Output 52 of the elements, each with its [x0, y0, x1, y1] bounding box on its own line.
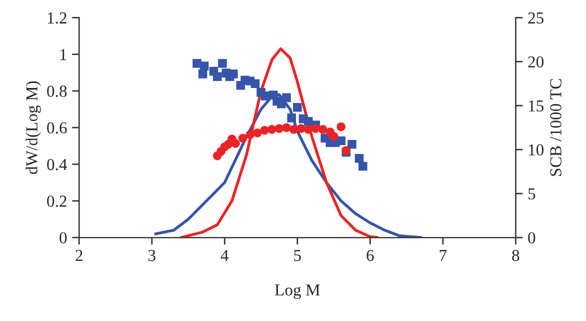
y2-tick-label: 15: [528, 100, 544, 112]
point: [212, 72, 222, 81]
point: [246, 130, 254, 140]
point: [329, 132, 338, 141]
point: [260, 126, 270, 135]
y2-tick-label: 20: [528, 56, 544, 68]
y-tick-label: 0: [60, 232, 67, 244]
y-tick-label: 1: [60, 49, 66, 60]
point: [260, 92, 270, 100]
y-tick-label: 1.2: [48, 12, 66, 24]
point: [252, 128, 262, 138]
x-tick-label: 7: [440, 250, 447, 261]
point: [218, 59, 227, 68]
point: [250, 79, 260, 88]
point: [354, 154, 364, 163]
point: [289, 124, 298, 134]
y-tick-label: 0.4: [47, 158, 68, 170]
point: [231, 139, 240, 148]
y-axis-title: dW/d(Log M): [26, 81, 41, 174]
point: [198, 70, 208, 78]
x-tick-label: 5: [294, 250, 301, 262]
point: [336, 122, 346, 132]
point: [282, 123, 291, 132]
point: [311, 124, 320, 133]
y-tick-label: 0.2: [47, 196, 66, 207]
y2-tick-label: 0: [528, 232, 536, 244]
x-tick-label: 4: [220, 250, 229, 261]
point: [348, 140, 356, 149]
point: [282, 93, 291, 102]
point: [268, 124, 276, 134]
point: [287, 114, 296, 122]
point: [293, 102, 302, 112]
y2-axis-title: SCB /1000 TC: [550, 79, 562, 176]
point: [358, 162, 368, 171]
y2-tick-label: 5: [528, 188, 536, 200]
point: [336, 136, 346, 146]
point: [238, 134, 248, 143]
point: [274, 124, 284, 133]
y2-tick-label: 10: [528, 144, 544, 156]
y-tick-label: 0.8: [47, 86, 67, 97]
x-tick-label: 8: [512, 250, 520, 262]
point: [296, 124, 306, 133]
x-tick-label: 2: [76, 250, 82, 261]
x-axis-title: Log M: [274, 284, 320, 300]
point: [200, 62, 209, 70]
y2-tick-label: 25: [528, 12, 544, 24]
point: [318, 124, 328, 134]
x-tick-label: 6: [366, 250, 374, 262]
line-series: [180, 47, 379, 238]
y-tick-label: 0.6: [47, 122, 67, 134]
x-tick-label: 3: [148, 250, 156, 262]
point: [304, 124, 313, 134]
